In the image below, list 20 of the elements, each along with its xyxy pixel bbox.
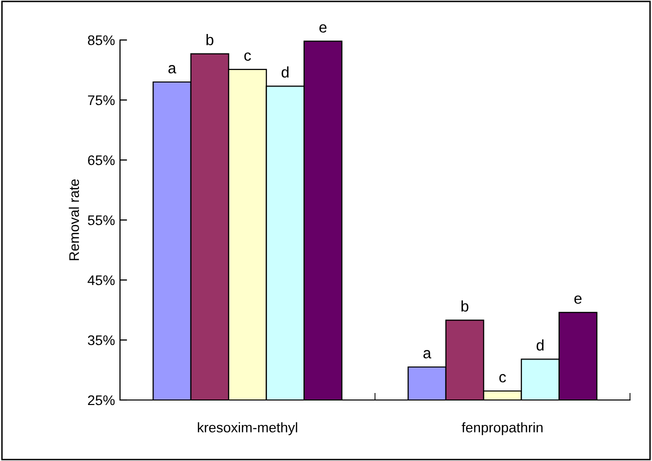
x-tick-label: kresoxim-methyl bbox=[198, 422, 298, 436]
data-label: c bbox=[499, 374, 506, 382]
data-label: a bbox=[423, 350, 432, 358]
y-tick-label: 85% bbox=[88, 35, 115, 46]
data-label: c bbox=[244, 52, 251, 61]
data-label: b bbox=[206, 34, 214, 46]
y-tick-label: 25% bbox=[88, 395, 115, 406]
data-label: e bbox=[574, 295, 582, 304]
y-tick-label: 55% bbox=[88, 215, 115, 226]
data-label: e bbox=[319, 24, 327, 33]
y-tick-label: 35% bbox=[88, 335, 115, 346]
data-label: d bbox=[536, 339, 544, 351]
x-tick-label: fenpropathrin bbox=[462, 422, 543, 436]
y-tick-label: 75% bbox=[88, 95, 115, 106]
data-label: d bbox=[282, 66, 289, 78]
y-tick-label: 45% bbox=[88, 275, 115, 286]
y-axis-title: Removal rate bbox=[68, 179, 80, 260]
data-label: a bbox=[168, 65, 176, 74]
y-tick-label: 65% bbox=[88, 155, 115, 166]
data-label: b bbox=[462, 300, 468, 312]
